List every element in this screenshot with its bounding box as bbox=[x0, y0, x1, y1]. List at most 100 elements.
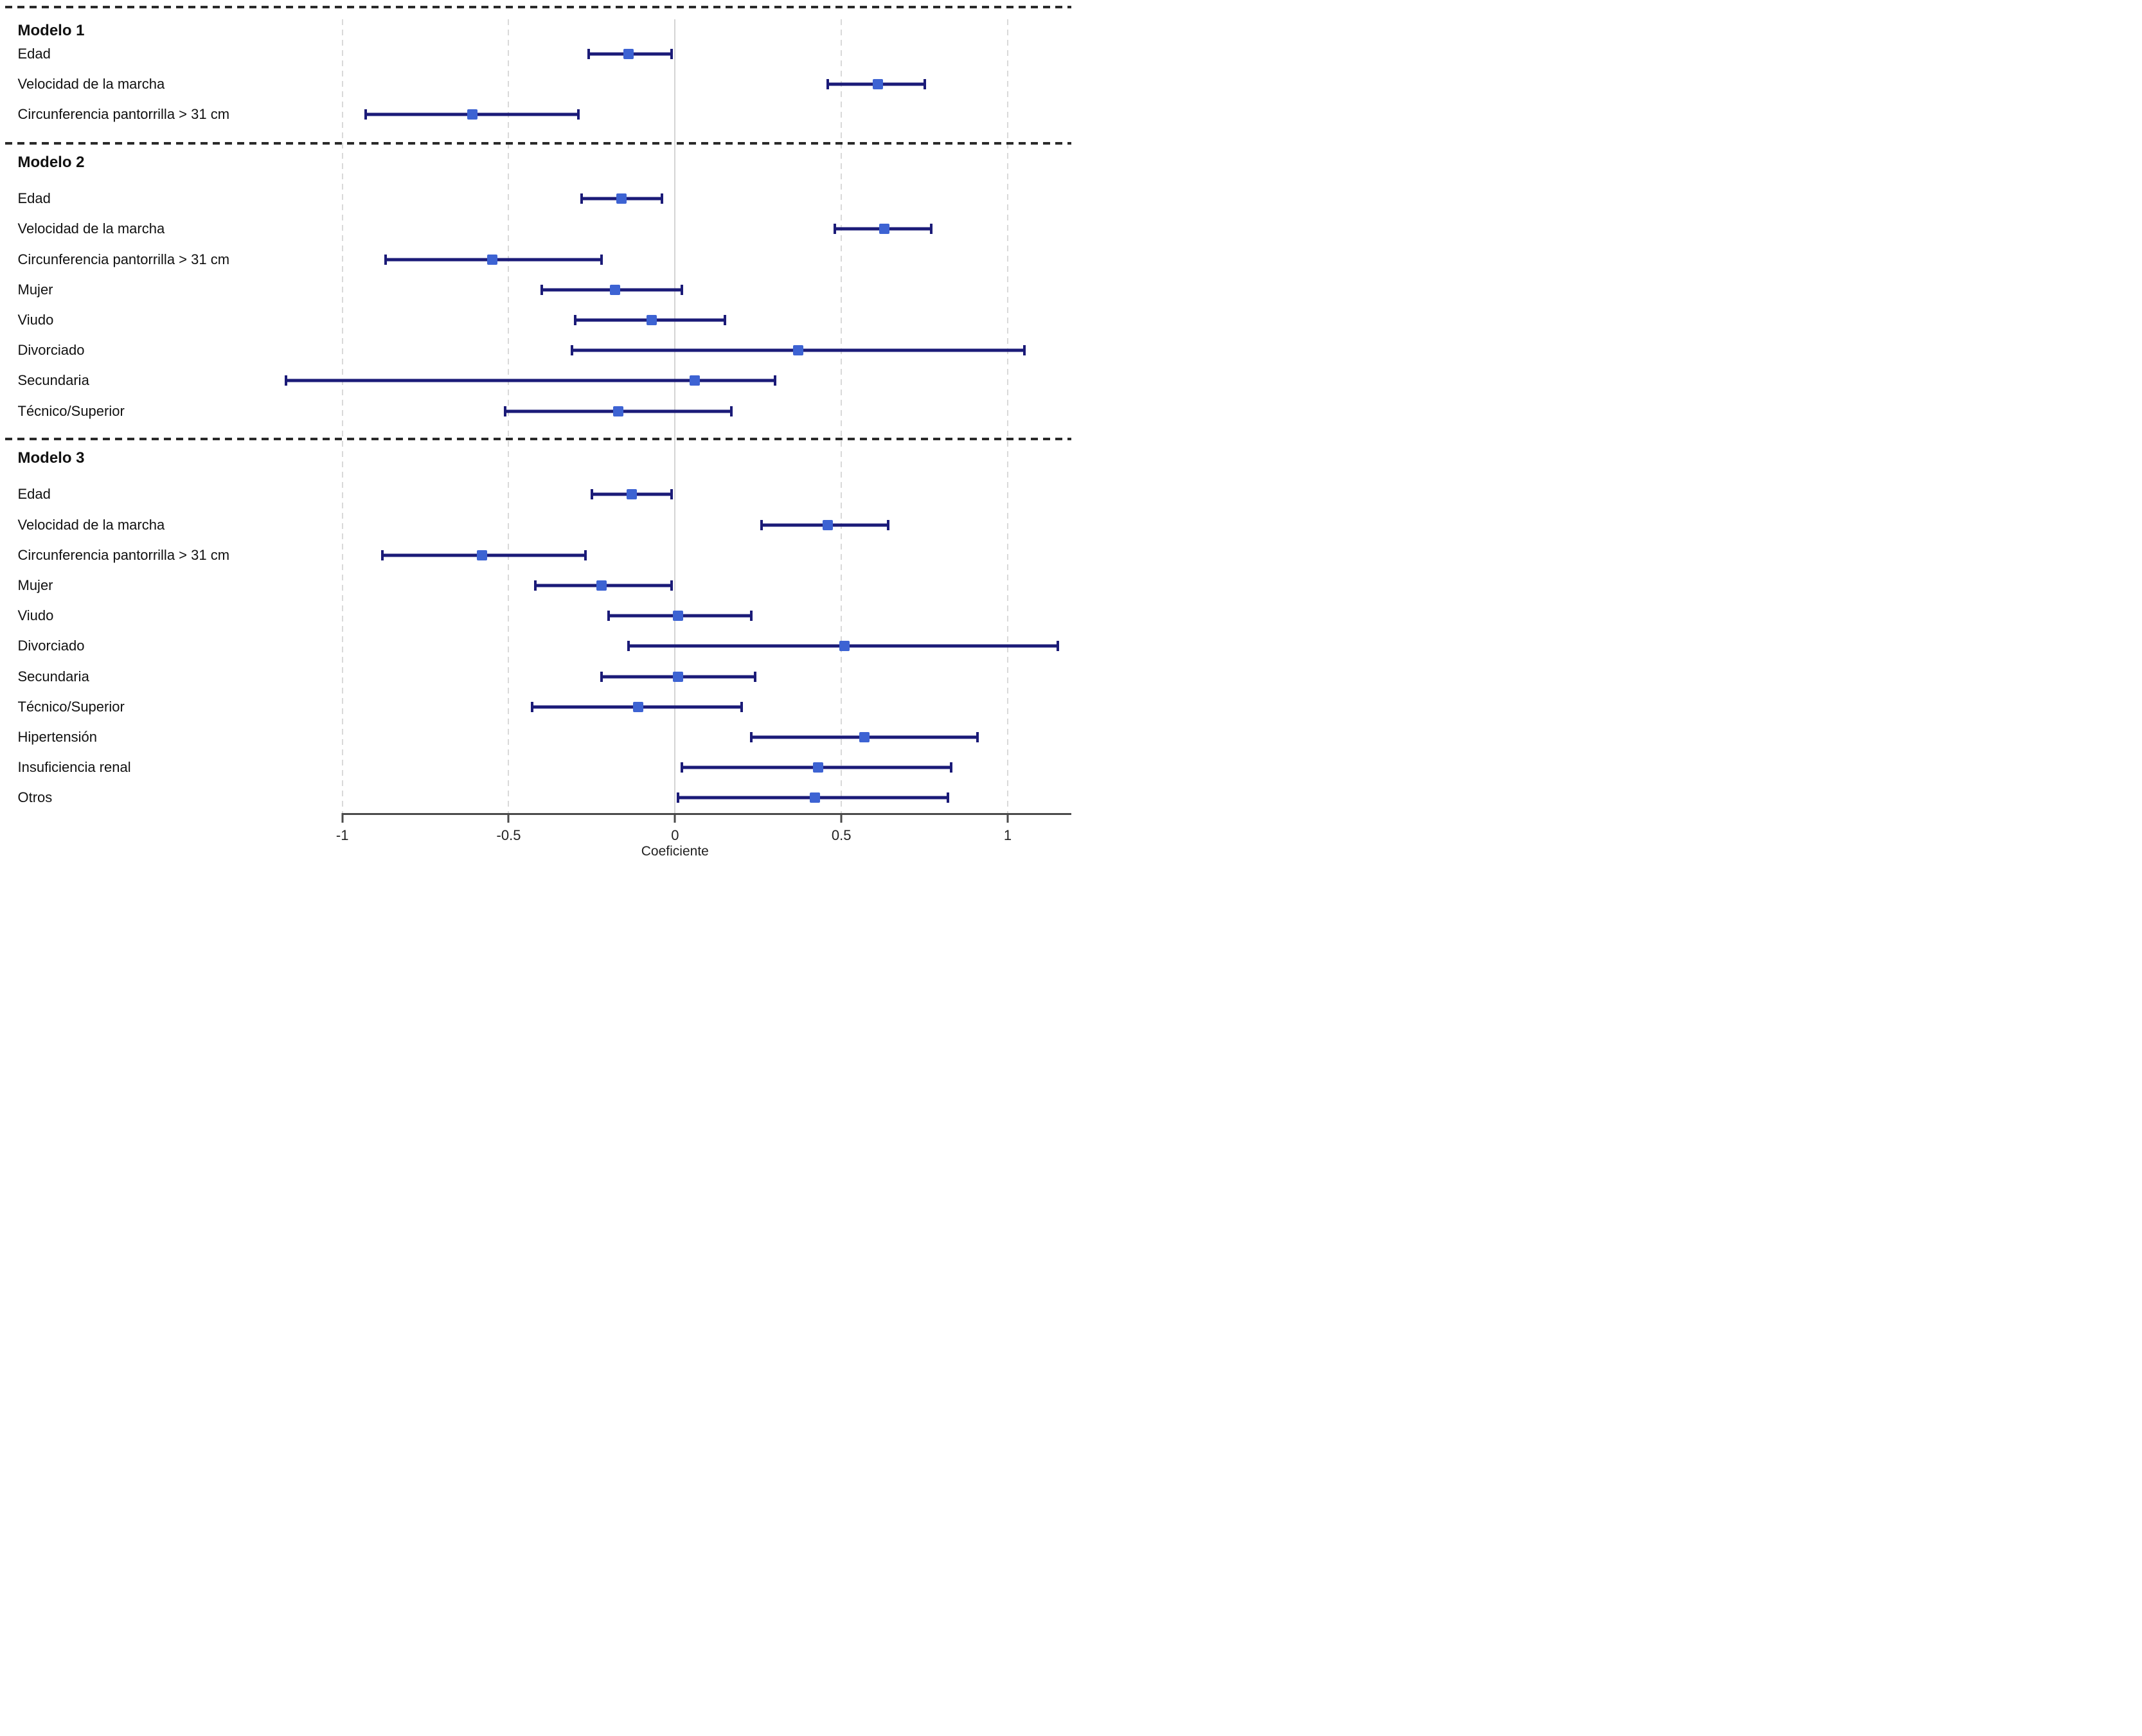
row-label: Circunferencia pantorrilla > 31 cm bbox=[17, 251, 230, 267]
ci-cap-high bbox=[1056, 641, 1059, 652]
x-axis-tick bbox=[341, 813, 344, 823]
x-axis-tick bbox=[674, 813, 676, 823]
estimate-marker bbox=[647, 314, 657, 325]
ci-cap-low bbox=[677, 792, 680, 803]
row-label: Técnico/Superior bbox=[17, 698, 125, 715]
row-label: Velocidad de la marcha bbox=[17, 76, 165, 93]
estimate-marker bbox=[873, 79, 884, 90]
ci-cap-high bbox=[680, 284, 683, 295]
ci-cap-low bbox=[627, 641, 630, 652]
ci-cap-low bbox=[833, 224, 836, 235]
row-label: Edad bbox=[17, 46, 51, 62]
rows-layer: Modelo 1 Edad Velocidad de la marcha Circun… bbox=[0, 0, 1071, 868]
ci-cap-low bbox=[380, 550, 384, 560]
x-axis-tick-label: 0.5 bbox=[831, 827, 852, 844]
ci-cap-low bbox=[504, 406, 507, 416]
gridlines-layer bbox=[0, 0, 1071, 868]
x-axis-layer: -1 -0.5 0 0.5 1 bbox=[0, 0, 1071, 868]
estimate-marker bbox=[673, 611, 684, 622]
x-axis-tick bbox=[840, 813, 843, 823]
ci-cap-high bbox=[750, 611, 753, 622]
ci-cap-low bbox=[284, 375, 287, 386]
row-label: Viudo bbox=[17, 607, 54, 624]
row-label: Divorciado bbox=[17, 638, 85, 654]
x-axis-title: Coeficiente bbox=[641, 844, 709, 859]
estimate-marker bbox=[623, 49, 634, 60]
ci-cap-high bbox=[660, 193, 663, 204]
estimate-marker bbox=[610, 284, 621, 295]
ci-cap-high bbox=[723, 314, 726, 325]
row-label: Edad bbox=[17, 190, 51, 207]
model-separator bbox=[5, 142, 1071, 145]
estimate-marker bbox=[823, 519, 834, 530]
estimate-marker bbox=[809, 792, 820, 803]
ci-cap-high bbox=[946, 792, 949, 803]
ci-cap-high bbox=[886, 519, 889, 530]
row-label: Insuficiencia renal bbox=[17, 759, 131, 776]
row-label: Circunferencia pantorrilla > 31 cm bbox=[17, 106, 230, 123]
x-axis-tick bbox=[1006, 813, 1009, 823]
ci-cap-low bbox=[570, 345, 573, 356]
row-label: Técnico/Superior bbox=[17, 402, 125, 419]
row-label: Secundaria bbox=[17, 668, 89, 685]
row-label: Secundaria bbox=[17, 372, 89, 389]
ci-cap-high bbox=[740, 701, 743, 712]
ci-cap-high bbox=[600, 254, 603, 265]
ci-cap-low bbox=[590, 489, 593, 500]
ci-cap-high bbox=[929, 224, 933, 235]
ci-cap-low bbox=[760, 519, 763, 530]
model-header: Modelo 1 bbox=[17, 21, 85, 39]
ci-cap-low bbox=[574, 314, 577, 325]
ci-cap-low bbox=[384, 254, 387, 265]
forest-plot: Modelo 1 Edad Velocidad de la marcha Circun… bbox=[0, 0, 1071, 868]
ci-cap-low bbox=[607, 611, 610, 622]
row-label: Edad bbox=[17, 486, 51, 503]
ci-cap-low bbox=[750, 732, 753, 743]
ci-cap-high bbox=[670, 49, 674, 60]
ci-cap-low bbox=[364, 109, 367, 120]
estimate-marker bbox=[477, 550, 488, 560]
row-label: Velocidad de la marcha bbox=[17, 220, 165, 237]
estimate-marker bbox=[627, 489, 638, 500]
ci-cap-low bbox=[826, 79, 830, 90]
ci-cap-low bbox=[600, 671, 603, 682]
estimate-marker bbox=[486, 254, 497, 265]
gridline bbox=[341, 19, 343, 814]
ci-cap-high bbox=[670, 580, 674, 591]
ci-cap-high bbox=[730, 406, 733, 416]
model-separator bbox=[5, 438, 1071, 441]
row-label: Circunferencia pantorrilla > 31 cm bbox=[17, 546, 230, 563]
ci-cap-low bbox=[533, 580, 537, 591]
gridline bbox=[841, 19, 843, 814]
x-axis-tick-label: 1 bbox=[1003, 827, 1012, 844]
row-label: Velocidad de la marcha bbox=[17, 516, 165, 533]
ci-cap-high bbox=[773, 375, 776, 386]
row-label: Otros bbox=[17, 789, 53, 806]
ci-cap-high bbox=[670, 489, 674, 500]
estimate-marker bbox=[879, 224, 890, 235]
row-label: Viudo bbox=[17, 311, 54, 328]
estimate-marker bbox=[467, 109, 477, 120]
ci-cap-high bbox=[584, 550, 587, 560]
ci-cap-high bbox=[949, 762, 952, 773]
gridline bbox=[1006, 19, 1008, 814]
ci-cap-high bbox=[1022, 345, 1026, 356]
x-axis-tick-label: -0.5 bbox=[496, 827, 521, 844]
ci-cap-high bbox=[577, 109, 580, 120]
x-axis-tick-label: 0 bbox=[671, 827, 679, 844]
estimate-marker bbox=[596, 580, 607, 591]
x-axis-tick-label: -1 bbox=[335, 827, 349, 844]
estimate-marker bbox=[812, 762, 823, 773]
ci-bar bbox=[285, 379, 775, 382]
estimate-marker bbox=[616, 193, 627, 204]
row-label: Hipertensión bbox=[17, 729, 98, 746]
row-label: Mujer bbox=[17, 577, 53, 593]
ci-cap-high bbox=[923, 79, 926, 90]
x-axis-line bbox=[342, 813, 1071, 816]
ci-cap-low bbox=[587, 49, 590, 60]
row-label: Mujer bbox=[17, 281, 53, 298]
estimate-marker bbox=[859, 732, 870, 743]
ci-cap-high bbox=[753, 671, 756, 682]
row-label: Divorciado bbox=[17, 342, 85, 359]
ci-cap-low bbox=[530, 701, 533, 712]
